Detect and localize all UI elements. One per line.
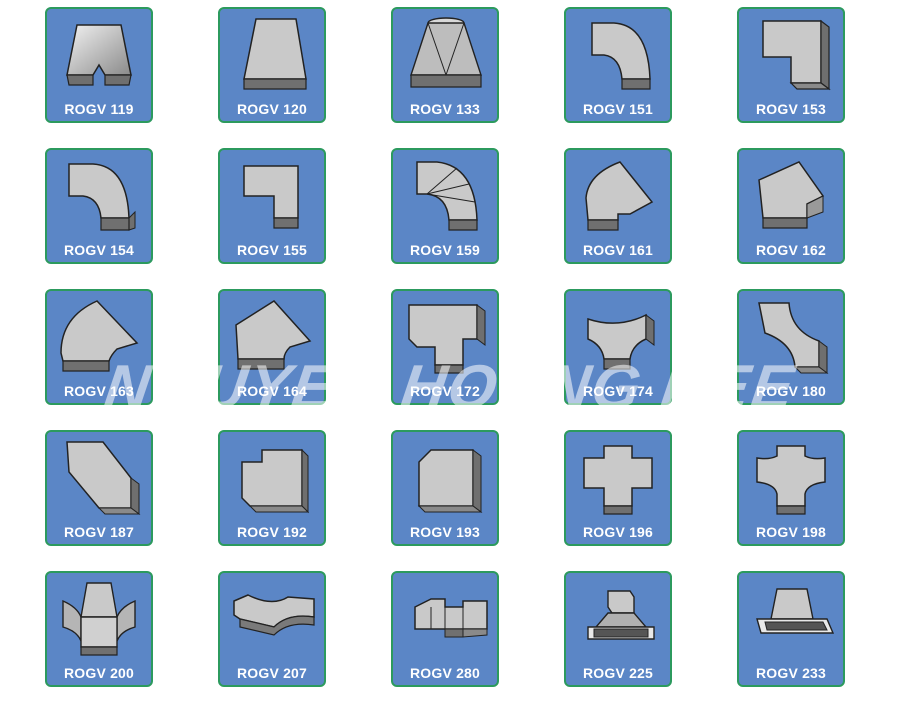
fitting-tile[interactable]: ROGV 187 xyxy=(45,430,153,546)
duct-cross-icon xyxy=(756,445,826,515)
fitting-tile[interactable]: ROGV 233 xyxy=(737,571,845,687)
fitting-label: ROGV 225 xyxy=(582,665,654,681)
fitting-tile[interactable]: ROGV 151 xyxy=(564,7,672,123)
fitting-label: ROGV 154 xyxy=(63,242,135,258)
fitting-tile[interactable]: ROGV 164 xyxy=(218,289,326,405)
duct-square-elbow-icon xyxy=(241,448,310,514)
fitting-tile[interactable]: ROGV 161 xyxy=(564,148,672,264)
fitting-label: ROGV 120 xyxy=(236,101,308,117)
fitting-tile[interactable]: ROGV 119 xyxy=(45,7,153,123)
fitting-tile[interactable]: ROGV 174 xyxy=(564,289,672,405)
fitting-label: ROGV 192 xyxy=(236,524,308,540)
fitting-label: ROGV 161 xyxy=(582,242,654,258)
duct-elbow-icon xyxy=(591,22,651,90)
duct-diffuser-icon xyxy=(756,588,835,634)
fitting-label: ROGV 155 xyxy=(236,242,308,258)
fitting-tile[interactable]: ROGV 193 xyxy=(391,430,499,546)
fitting-label: ROGV 193 xyxy=(409,524,481,540)
fitting-label: ROGV 159 xyxy=(409,242,481,258)
fitting-tile[interactable]: ROGV 200 xyxy=(45,571,153,687)
duct-hood-icon xyxy=(410,17,482,88)
fitting-label: ROGV 151 xyxy=(582,101,654,117)
fitting-tile[interactable]: ROGV 162 xyxy=(737,148,845,264)
fitting-label: ROGV 280 xyxy=(409,665,481,681)
fitting-tile[interactable]: ROGV 196 xyxy=(564,430,672,546)
fitting-tile[interactable]: ROGV 192 xyxy=(218,430,326,546)
duct-tee-icon xyxy=(408,304,486,374)
duct-four-way-icon xyxy=(62,582,136,656)
fitting-label: ROGV 233 xyxy=(755,665,827,681)
fitting-tile[interactable]: ROGV 159 xyxy=(391,148,499,264)
fitting-tile[interactable]: ROGV 198 xyxy=(737,430,845,546)
fitting-tile[interactable]: ROGV 163 xyxy=(45,289,153,405)
duct-square-elbow-icon xyxy=(762,19,831,91)
duct-tee-icon xyxy=(414,598,488,638)
duct-elbow-icon xyxy=(68,163,136,231)
duct-angled-elbow-icon xyxy=(758,161,825,229)
duct-angled-elbow-icon xyxy=(60,300,139,372)
duct-offset-icon xyxy=(758,302,829,374)
duct-angled-elbow-icon xyxy=(585,161,654,231)
fitting-tile[interactable]: ROGV 172 xyxy=(391,289,499,405)
fitting-tile[interactable]: ROGV 120 xyxy=(218,7,326,123)
fitting-label: ROGV 119 xyxy=(64,101,134,117)
fitting-tile[interactable]: ROGV 225 xyxy=(564,571,672,687)
fitting-label: ROGV 133 xyxy=(409,101,481,117)
fitting-label: ROGV 153 xyxy=(755,101,827,117)
fitting-tile[interactable]: ROGV 155 xyxy=(218,148,326,264)
fitting-tile[interactable]: ROGV 207 xyxy=(218,571,326,687)
fitting-label: ROGV 163 xyxy=(63,383,135,399)
fitting-label: ROGV 187 xyxy=(63,524,135,540)
duct-offset-icon xyxy=(66,441,141,515)
fitting-tile[interactable]: ROGV 154 xyxy=(45,148,153,264)
duct-cross-icon xyxy=(583,445,653,515)
fitting-label: ROGV 174 xyxy=(582,383,654,399)
fitting-label: ROGV 196 xyxy=(582,524,654,540)
duct-square-elbow-icon xyxy=(243,165,299,229)
duct-bend-icon xyxy=(233,594,315,636)
fitting-tile[interactable]: ROGV 180 xyxy=(737,289,845,405)
fitting-label: ROGV 200 xyxy=(63,665,135,681)
duct-diffuser-icon xyxy=(587,590,655,640)
fitting-tile[interactable]: ROGV 133 xyxy=(391,7,499,123)
duct-square-elbow-icon xyxy=(417,449,483,513)
fitting-label: ROGV 180 xyxy=(755,383,827,399)
duct-vaned-elbow-icon xyxy=(416,161,478,231)
fitting-label: ROGV 162 xyxy=(755,242,827,258)
fitting-label: ROGV 172 xyxy=(409,383,481,399)
duct-transition-icon xyxy=(66,24,132,86)
fitting-label: ROGV 198 xyxy=(755,524,827,540)
fitting-tile[interactable]: ROGV 280 xyxy=(391,571,499,687)
fitting-label: ROGV 164 xyxy=(236,383,308,399)
fitting-tile[interactable]: ROGV 153 xyxy=(737,7,845,123)
fitting-label: ROGV 207 xyxy=(236,665,308,681)
duct-wye-icon xyxy=(587,313,655,370)
duct-angled-elbow-icon xyxy=(235,300,312,370)
duct-reducer-icon xyxy=(243,18,307,90)
